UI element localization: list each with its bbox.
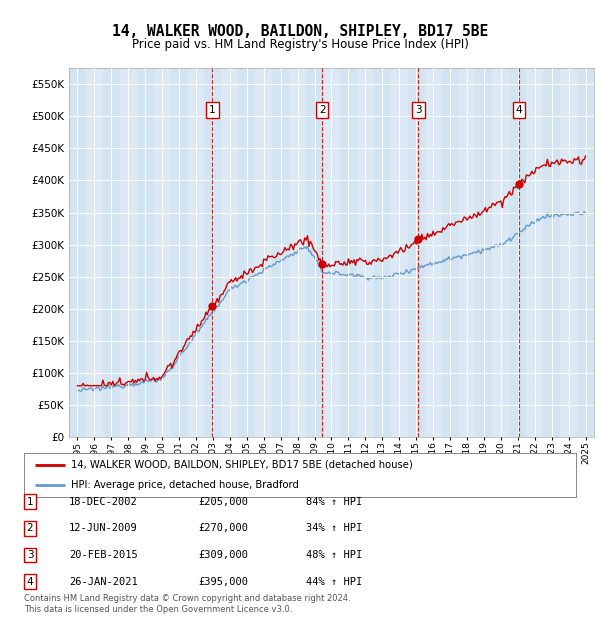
Bar <box>340 68 357 437</box>
Text: 26-JAN-2021: 26-JAN-2021 <box>69 577 138 587</box>
Text: 4: 4 <box>26 577 34 587</box>
Text: £205,000: £205,000 <box>198 497 248 507</box>
Text: 18-DEC-2002: 18-DEC-2002 <box>69 497 138 507</box>
Text: 3: 3 <box>26 550 34 560</box>
Text: 2: 2 <box>26 523 34 533</box>
Text: 4: 4 <box>515 105 522 115</box>
Bar <box>272 68 289 437</box>
Text: 3: 3 <box>415 105 422 115</box>
Text: £395,000: £395,000 <box>198 577 248 587</box>
Bar <box>69 68 86 437</box>
Text: 14, WALKER WOOD, BAILDON, SHIPLEY, BD17 5BE: 14, WALKER WOOD, BAILDON, SHIPLEY, BD17 … <box>112 24 488 38</box>
Text: 44% ↑ HPI: 44% ↑ HPI <box>306 577 362 587</box>
Bar <box>408 68 425 437</box>
Bar <box>238 68 255 437</box>
Bar <box>374 68 391 437</box>
Bar <box>509 68 526 437</box>
Bar <box>205 68 221 437</box>
Bar <box>442 68 458 437</box>
Text: £309,000: £309,000 <box>198 550 248 560</box>
Text: 34% ↑ HPI: 34% ↑ HPI <box>306 523 362 533</box>
Bar <box>170 68 188 437</box>
Text: 12-JUN-2009: 12-JUN-2009 <box>69 523 138 533</box>
Text: 84% ↑ HPI: 84% ↑ HPI <box>306 497 362 507</box>
Text: HPI: Average price, detached house, Bradford: HPI: Average price, detached house, Brad… <box>71 480 299 490</box>
Bar <box>103 68 120 437</box>
Bar <box>543 68 560 437</box>
Bar <box>577 68 594 437</box>
Text: Price paid vs. HM Land Registry's House Price Index (HPI): Price paid vs. HM Land Registry's House … <box>131 38 469 51</box>
Text: 2: 2 <box>319 105 325 115</box>
Text: Contains HM Land Registry data © Crown copyright and database right 2024.
This d: Contains HM Land Registry data © Crown c… <box>24 595 350 614</box>
Bar <box>306 68 323 437</box>
Bar <box>475 68 493 437</box>
Text: 20-FEB-2015: 20-FEB-2015 <box>69 550 138 560</box>
Bar <box>137 68 154 437</box>
Text: 1: 1 <box>26 497 34 507</box>
Text: 48% ↑ HPI: 48% ↑ HPI <box>306 550 362 560</box>
Text: 14, WALKER WOOD, BAILDON, SHIPLEY, BD17 5BE (detached house): 14, WALKER WOOD, BAILDON, SHIPLEY, BD17 … <box>71 459 413 470</box>
Text: £270,000: £270,000 <box>198 523 248 533</box>
Text: 1: 1 <box>209 105 215 115</box>
